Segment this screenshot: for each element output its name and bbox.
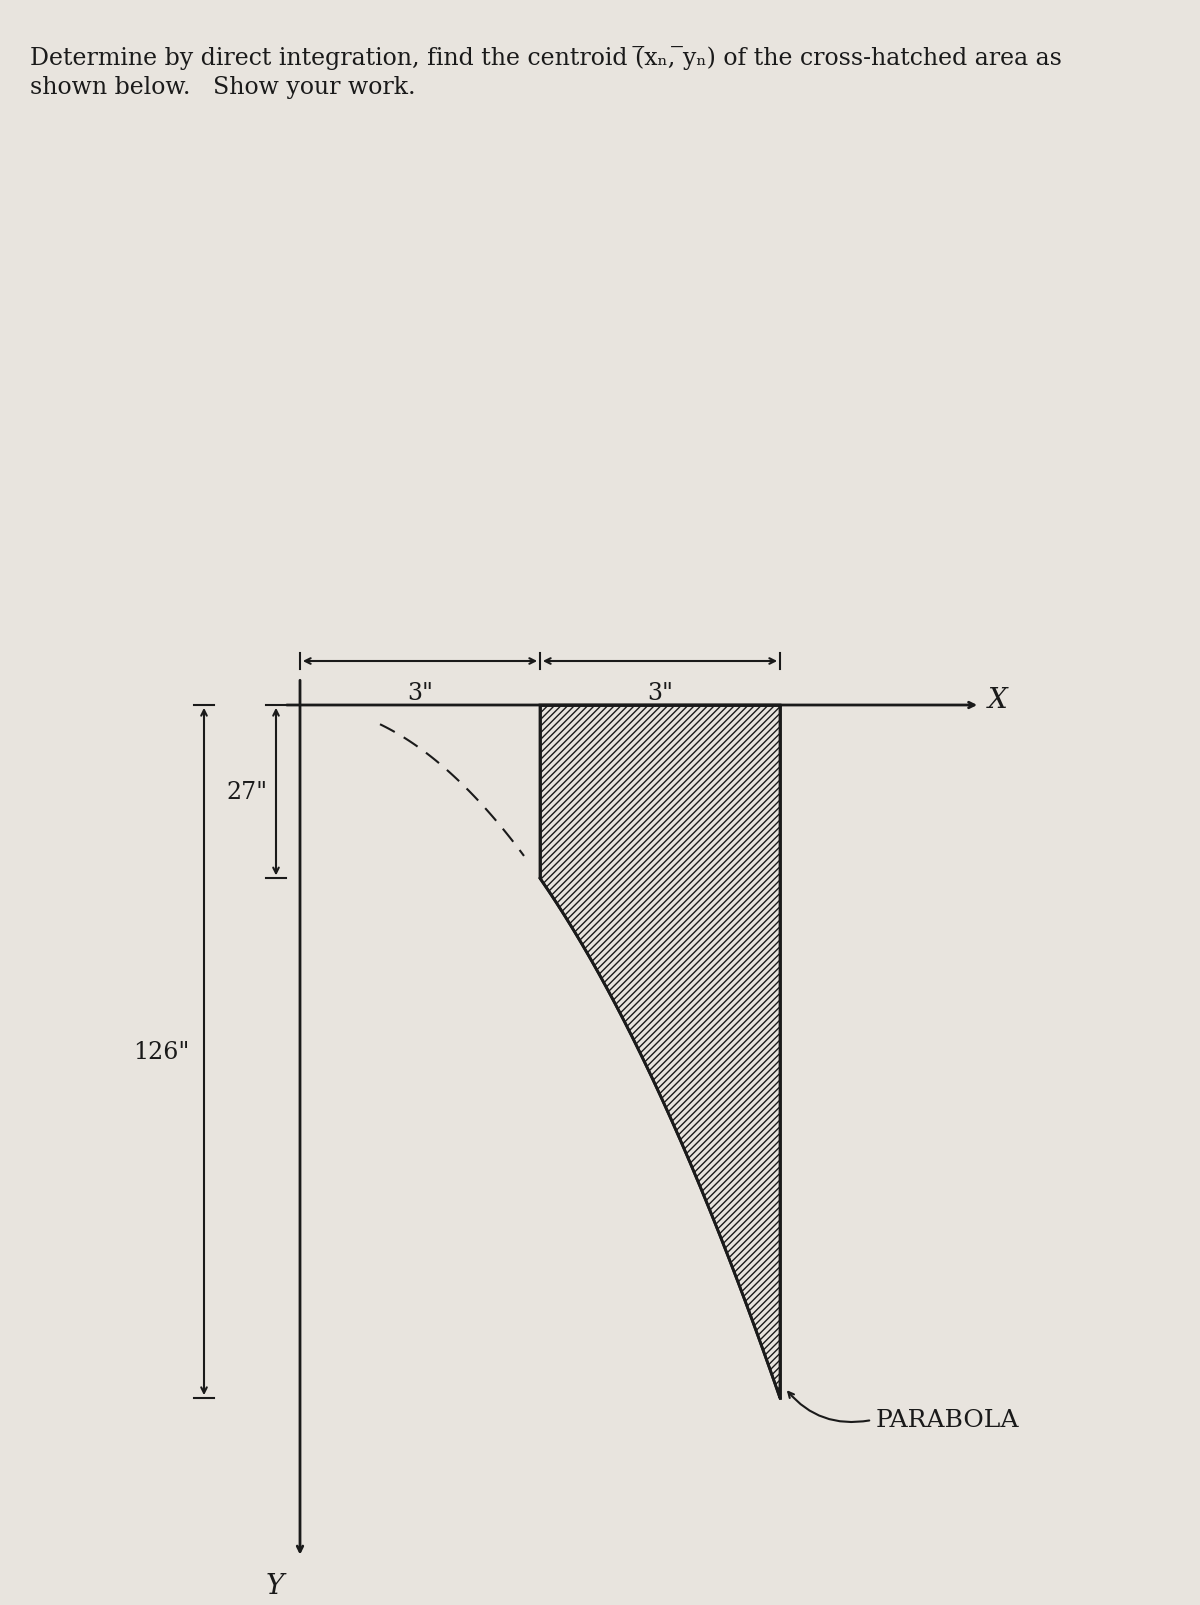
Text: Y: Y (266, 1573, 284, 1600)
Text: PARABOLA: PARABOLA (876, 1409, 1020, 1432)
Text: 27": 27" (227, 780, 268, 804)
Text: 3": 3" (647, 682, 673, 705)
Text: X: X (988, 687, 1008, 714)
Text: Determine by direct integration, find the centroid (̅xₙ, ̅yₙ) of the cross-hatch: Determine by direct integration, find th… (30, 47, 1062, 71)
Text: 3": 3" (407, 682, 433, 705)
Text: 126": 126" (133, 1040, 190, 1064)
Text: shown below.   Show your work.: shown below. Show your work. (30, 75, 415, 100)
